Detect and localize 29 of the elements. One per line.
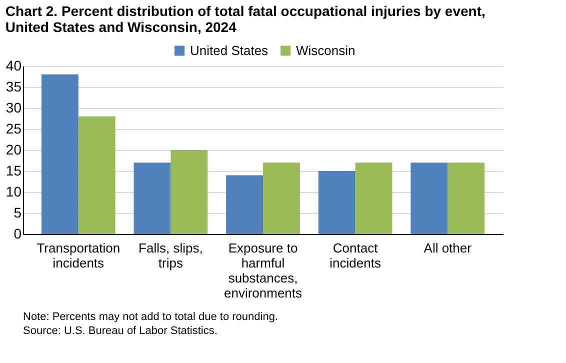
bar (170, 150, 208, 234)
y-tick-label: 35 (6, 78, 22, 94)
y-tick-label: 5 (14, 204, 22, 220)
x-tick-label: Transportation incidents (36, 240, 120, 270)
y-tick-label: 30 (6, 100, 22, 116)
y-tick-label: 10 (6, 184, 22, 200)
x-tick-label: Contact incidents (330, 240, 382, 270)
bar (448, 162, 485, 234)
x-tick-label: Falls, slips, trips (138, 240, 203, 270)
legend-label: United States (190, 42, 269, 58)
bar (41, 74, 78, 234)
x-tick-label: Exposure to harmful substances, environments (224, 240, 303, 300)
legend-label: Wisconsin (296, 42, 356, 58)
y-tick-label: 25 (6, 120, 22, 136)
x-tick-label: All other (424, 240, 472, 256)
chart-title: Chart 2. Percent distribution of total fatal occupational injuries by event, United States and Wisconsin, 2024 (5, 3, 486, 35)
y-tick-label: 0 (14, 226, 22, 242)
y-tick-label: 15 (6, 162, 22, 178)
bar (263, 162, 300, 234)
y-tick-label: 20 (6, 142, 22, 158)
y-tick-label: 40 (6, 58, 22, 74)
source-note: Source: U.S. Bureau of Labor Statistics. (23, 325, 218, 337)
bar (318, 171, 356, 234)
bar (226, 175, 263, 234)
bar (410, 162, 448, 234)
bar (78, 116, 116, 234)
bar (355, 162, 392, 234)
text: Note: Percents may not add to total due to rounding. (23, 311, 278, 323)
bar (134, 162, 171, 234)
